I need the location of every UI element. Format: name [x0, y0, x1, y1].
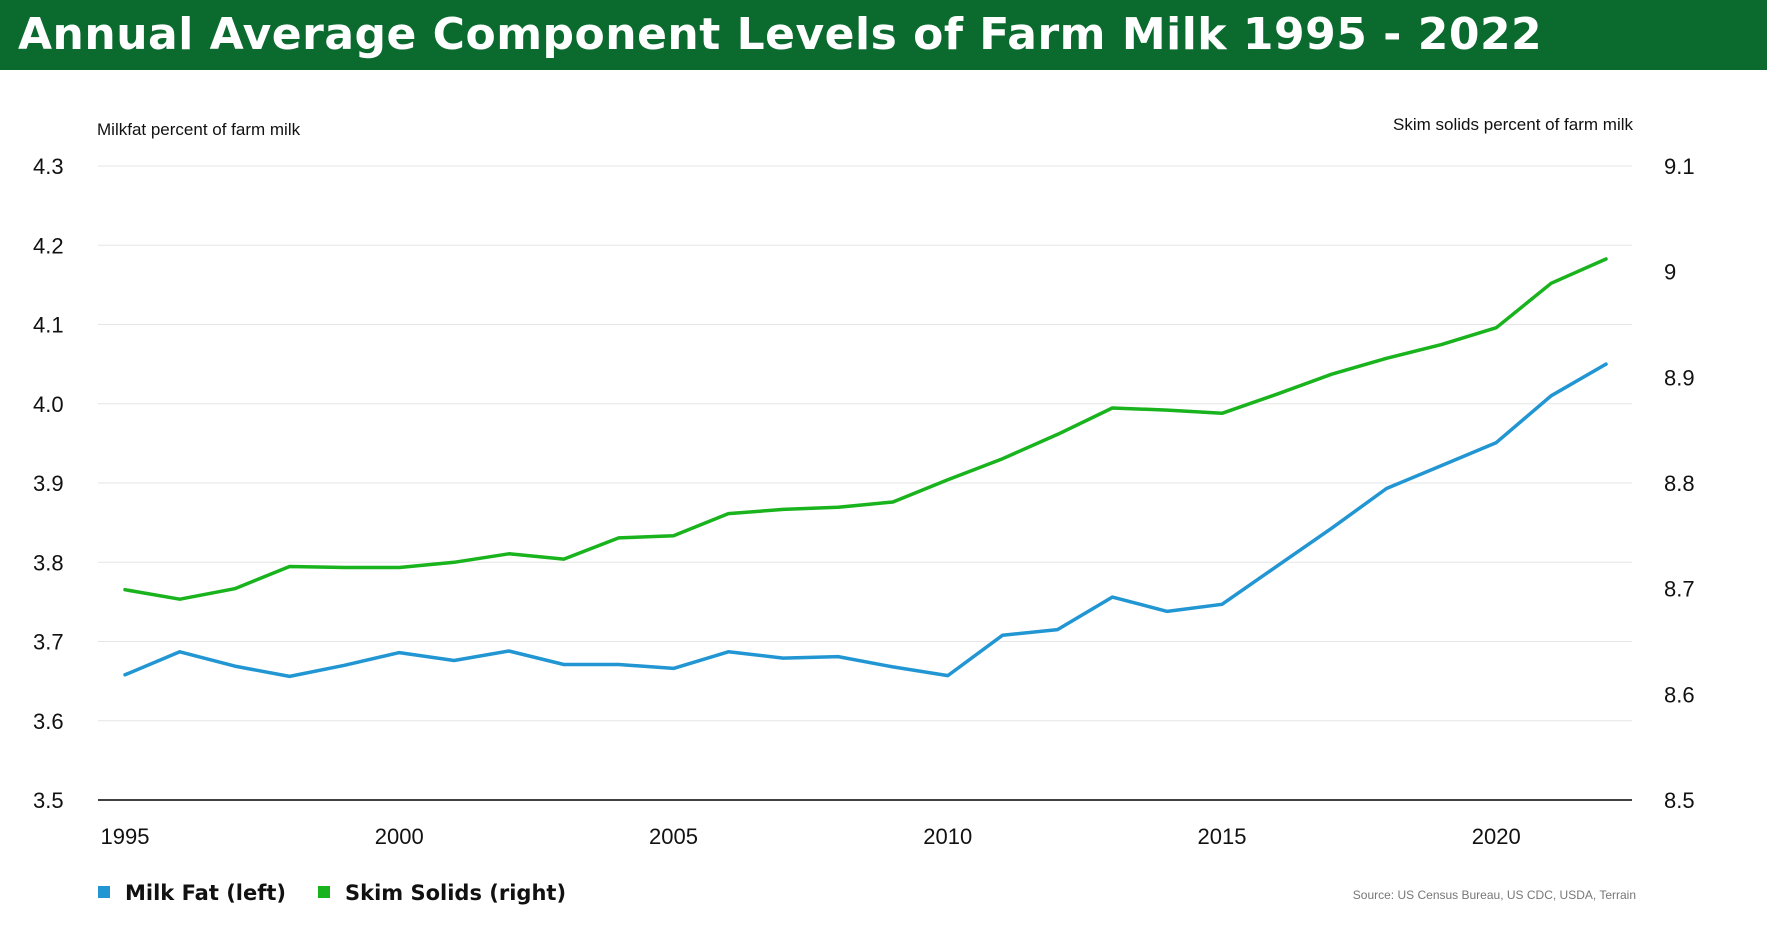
- right-y-tick-label: 8.5: [1664, 788, 1695, 813]
- x-tick-label: 2015: [1198, 824, 1247, 849]
- legend: Milk Fat (left) Skim Solids (right): [98, 881, 566, 905]
- right-y-tick-label: 8.9: [1664, 365, 1695, 390]
- left-y-tick-label: 3.9: [33, 471, 64, 496]
- milk-fat-legend-swatch: [98, 886, 110, 898]
- right-y-tick-label: 8.8: [1664, 471, 1695, 496]
- milk-fat-line: [123, 362, 1608, 679]
- left-y-axis-label: Milkfat percent of farm milk: [97, 120, 301, 139]
- source-note: Source: US Census Bureau, US CDC, USDA, …: [1353, 888, 1636, 902]
- left-y-tick-label: 4.3: [33, 154, 64, 179]
- left-y-tick-label: 4.1: [33, 313, 64, 338]
- x-tick-label: 2005: [649, 824, 698, 849]
- right-y-tick-label: 8.7: [1664, 577, 1695, 602]
- x-tick-label: 2000: [375, 824, 424, 849]
- right-y-axis-ticks: 9.1 9 8.9 8.8 8.7 8.6 8.5: [1664, 154, 1695, 813]
- milk-fat-legend-label: Milk Fat (left): [125, 881, 286, 905]
- chart-title: Annual Average Component Levels of Farm …: [18, 9, 1543, 60]
- skim-solids-legend-label: Skim Solids (right): [345, 881, 566, 905]
- gridlines: [98, 165, 1632, 722]
- left-y-axis-ticks: 4.3 4.2 4.1 4.0 3.9 3.8 3.7 3.6 3.5: [33, 154, 64, 813]
- skim-solids-legend-swatch: [318, 886, 330, 898]
- x-tick-label: 1995: [101, 824, 150, 849]
- series-lines: [123, 257, 1608, 679]
- left-y-tick-label: 4.2: [33, 233, 64, 258]
- left-y-tick-label: 4.0: [33, 392, 64, 417]
- right-y-tick-label: 9: [1664, 260, 1676, 285]
- left-y-tick-label: 3.5: [33, 788, 64, 813]
- right-y-tick-label: 9.1: [1664, 154, 1695, 179]
- left-y-tick-label: 3.7: [33, 630, 64, 655]
- left-y-tick-label: 3.6: [33, 709, 64, 734]
- x-axis-ticks: 1995 2000 2005 2010 2015 2020: [101, 824, 1521, 849]
- left-y-tick-label: 3.8: [33, 550, 64, 575]
- right-y-axis-label: Skim solids percent of farm milk: [1393, 115, 1633, 134]
- x-tick-label: 2020: [1472, 824, 1521, 849]
- skim-solids-line: [123, 257, 1608, 601]
- title-bar: Annual Average Component Levels of Farm …: [0, 0, 1767, 70]
- x-tick-label: 2010: [923, 824, 972, 849]
- right-y-tick-label: 8.6: [1664, 682, 1695, 707]
